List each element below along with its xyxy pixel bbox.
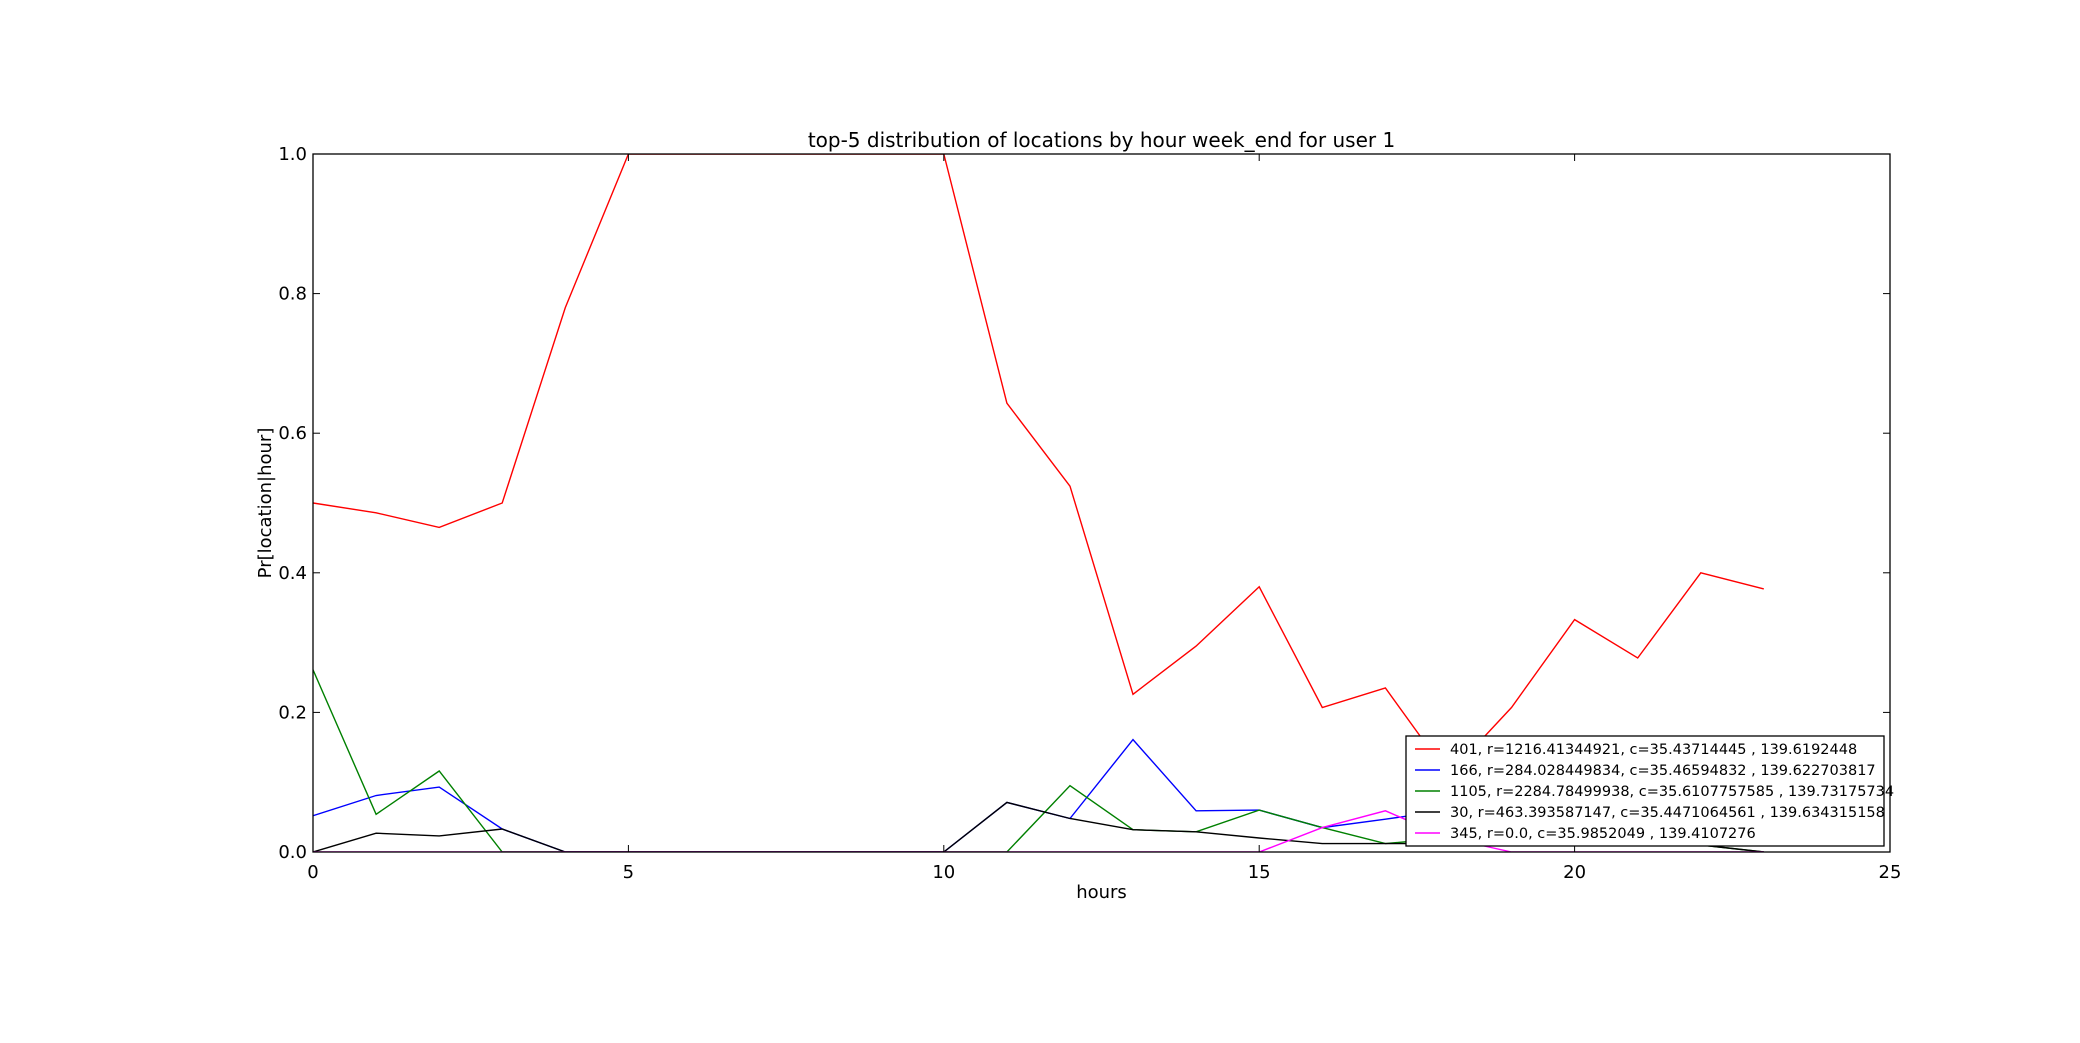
x-tick-label: 25 bbox=[1879, 862, 1902, 883]
x-tick-label: 0 bbox=[307, 862, 318, 883]
y-tick-label: 0.0 bbox=[278, 842, 307, 863]
x-axis-label: hours bbox=[1076, 882, 1127, 903]
x-tick-label: 15 bbox=[1248, 862, 1271, 883]
y-tick-label: 1.0 bbox=[278, 144, 307, 165]
y-tick-label: 0.4 bbox=[278, 563, 307, 584]
x-tick-label: 5 bbox=[623, 862, 634, 883]
legend-label-4: 30, r=463.393587147, c=35.4471064561 , 1… bbox=[1450, 805, 1885, 821]
x-tick-label: 10 bbox=[932, 862, 955, 883]
legend-label-3: 1105, r=2284.78499938, c=35.6107757585 ,… bbox=[1450, 784, 1894, 800]
ticks-layer: 0 5 10 15 20 25 0.0 0.2 0.4 0.6 0.8 1.0 bbox=[278, 144, 1901, 883]
legend-label-1: 401, r=1216.41344921, c=35.43714445 , 13… bbox=[1450, 742, 1857, 758]
plot-frame bbox=[312, 153, 1891, 853]
y-tick-label: 0.8 bbox=[278, 284, 307, 305]
legend: 401, r=1216.41344921, c=35.43714445 , 13… bbox=[1405, 735, 1894, 847]
y-axis-label: Pr[location|hour] bbox=[255, 428, 276, 579]
x-tick-label: 20 bbox=[1563, 862, 1586, 883]
y-tick-label: 0.2 bbox=[278, 702, 307, 723]
legend-frame bbox=[1405, 735, 1885, 847]
legend-label-2: 166, r=284.028449834, c=35.46594832 , 13… bbox=[1450, 763, 1876, 779]
series-line-1 bbox=[313, 154, 1764, 777]
legend-label-5: 345, r=0.0, c=35.9852049 , 139.4107276 bbox=[1450, 826, 1756, 842]
chart-title: top-5 distribution of locations by hour … bbox=[808, 128, 1395, 152]
y-tick-label: 0.6 bbox=[278, 423, 307, 444]
